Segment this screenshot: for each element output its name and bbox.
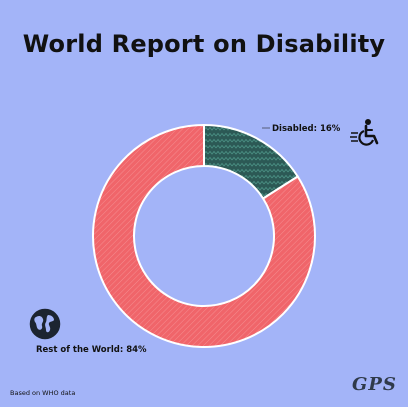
globe-icon [29, 308, 61, 340]
source-note: Based on WHO data [10, 389, 76, 397]
donut-slice-rest [92, 123, 316, 348]
slice-label-rest: Rest of the World: 84% [36, 345, 147, 355]
wheelchair-icon [350, 119, 379, 146]
slice-label-disabled: Disabled: 16% [272, 124, 341, 134]
signature-logo: GPS [352, 374, 397, 395]
chart-title: World Report on Disability [22, 30, 386, 58]
